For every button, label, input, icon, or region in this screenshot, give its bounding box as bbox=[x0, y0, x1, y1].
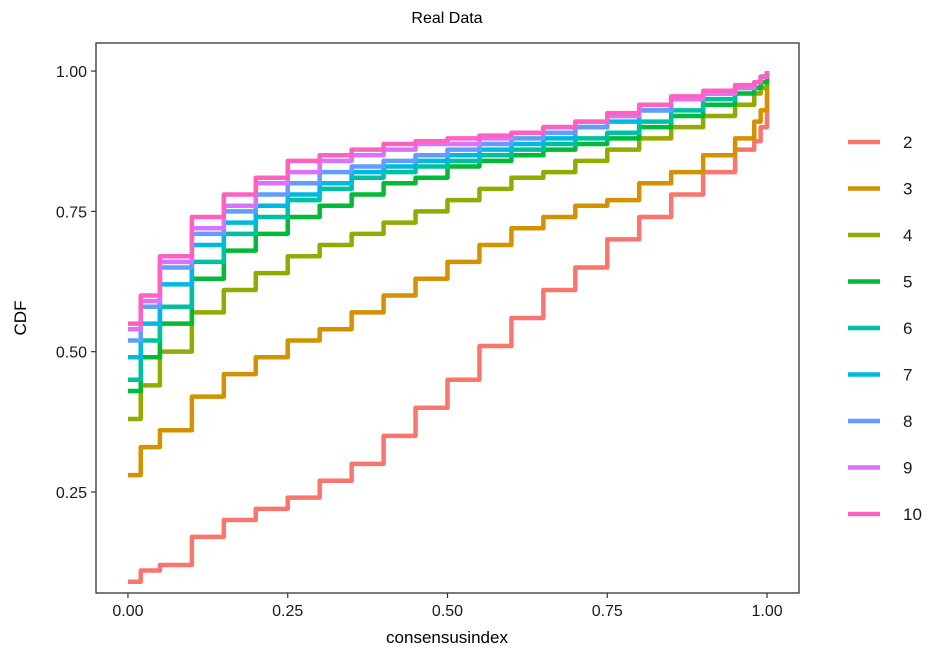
series-line-3 bbox=[127, 71, 770, 478]
y-tick-label: 1.00 bbox=[56, 64, 87, 81]
legend-label: 10 bbox=[903, 505, 922, 524]
chart-title: Real Data bbox=[411, 10, 482, 27]
legend-item-4: 4 bbox=[848, 226, 912, 245]
x-tick-label: 0.75 bbox=[592, 603, 623, 620]
x-tick-label: 0.50 bbox=[432, 603, 463, 620]
legend-label: 4 bbox=[903, 226, 912, 245]
x-axis-title: consensusindex bbox=[386, 628, 508, 647]
legend-item-10: 10 bbox=[848, 505, 922, 524]
x-tick-label: 0.25 bbox=[272, 603, 303, 620]
y-tick-label: 0.50 bbox=[56, 345, 87, 362]
y-tick-label: 0.75 bbox=[56, 204, 87, 221]
y-tick-label: 0.25 bbox=[56, 485, 87, 502]
legend-label: 7 bbox=[903, 366, 912, 385]
legend-label: 5 bbox=[903, 273, 912, 292]
legend-item-5: 5 bbox=[848, 273, 912, 292]
legend-item-7: 7 bbox=[848, 366, 912, 385]
series-line-5 bbox=[127, 71, 770, 394]
legend-item-6: 6 bbox=[848, 319, 912, 338]
series-line-6 bbox=[127, 71, 770, 382]
series-line-4 bbox=[127, 71, 770, 422]
y-axis: 0.25 0.50 0.75 1.00 bbox=[56, 64, 96, 502]
legend-item-8: 8 bbox=[848, 412, 912, 431]
series-line-2 bbox=[127, 71, 770, 585]
legend: 2 3 4 5 6 7 8 9 10 bbox=[848, 133, 922, 524]
legend-item-3: 3 bbox=[848, 180, 912, 199]
legend-label: 8 bbox=[903, 412, 912, 431]
legend-item-2: 2 bbox=[848, 133, 912, 152]
series-line-10 bbox=[127, 71, 770, 326]
x-axis: 0.00 0.25 0.50 0.75 1.00 bbox=[112, 593, 783, 620]
legend-label: 9 bbox=[903, 459, 912, 478]
legend-label: 6 bbox=[903, 319, 912, 338]
y-axis-title: CDF bbox=[11, 301, 30, 336]
series-layer bbox=[127, 71, 770, 585]
series-line-9 bbox=[127, 71, 770, 332]
x-tick-label: 1.00 bbox=[751, 603, 782, 620]
legend-label: 2 bbox=[903, 133, 912, 152]
legend-item-9: 9 bbox=[848, 459, 912, 478]
x-tick-label: 0.00 bbox=[112, 603, 143, 620]
legend-label: 3 bbox=[903, 180, 912, 199]
